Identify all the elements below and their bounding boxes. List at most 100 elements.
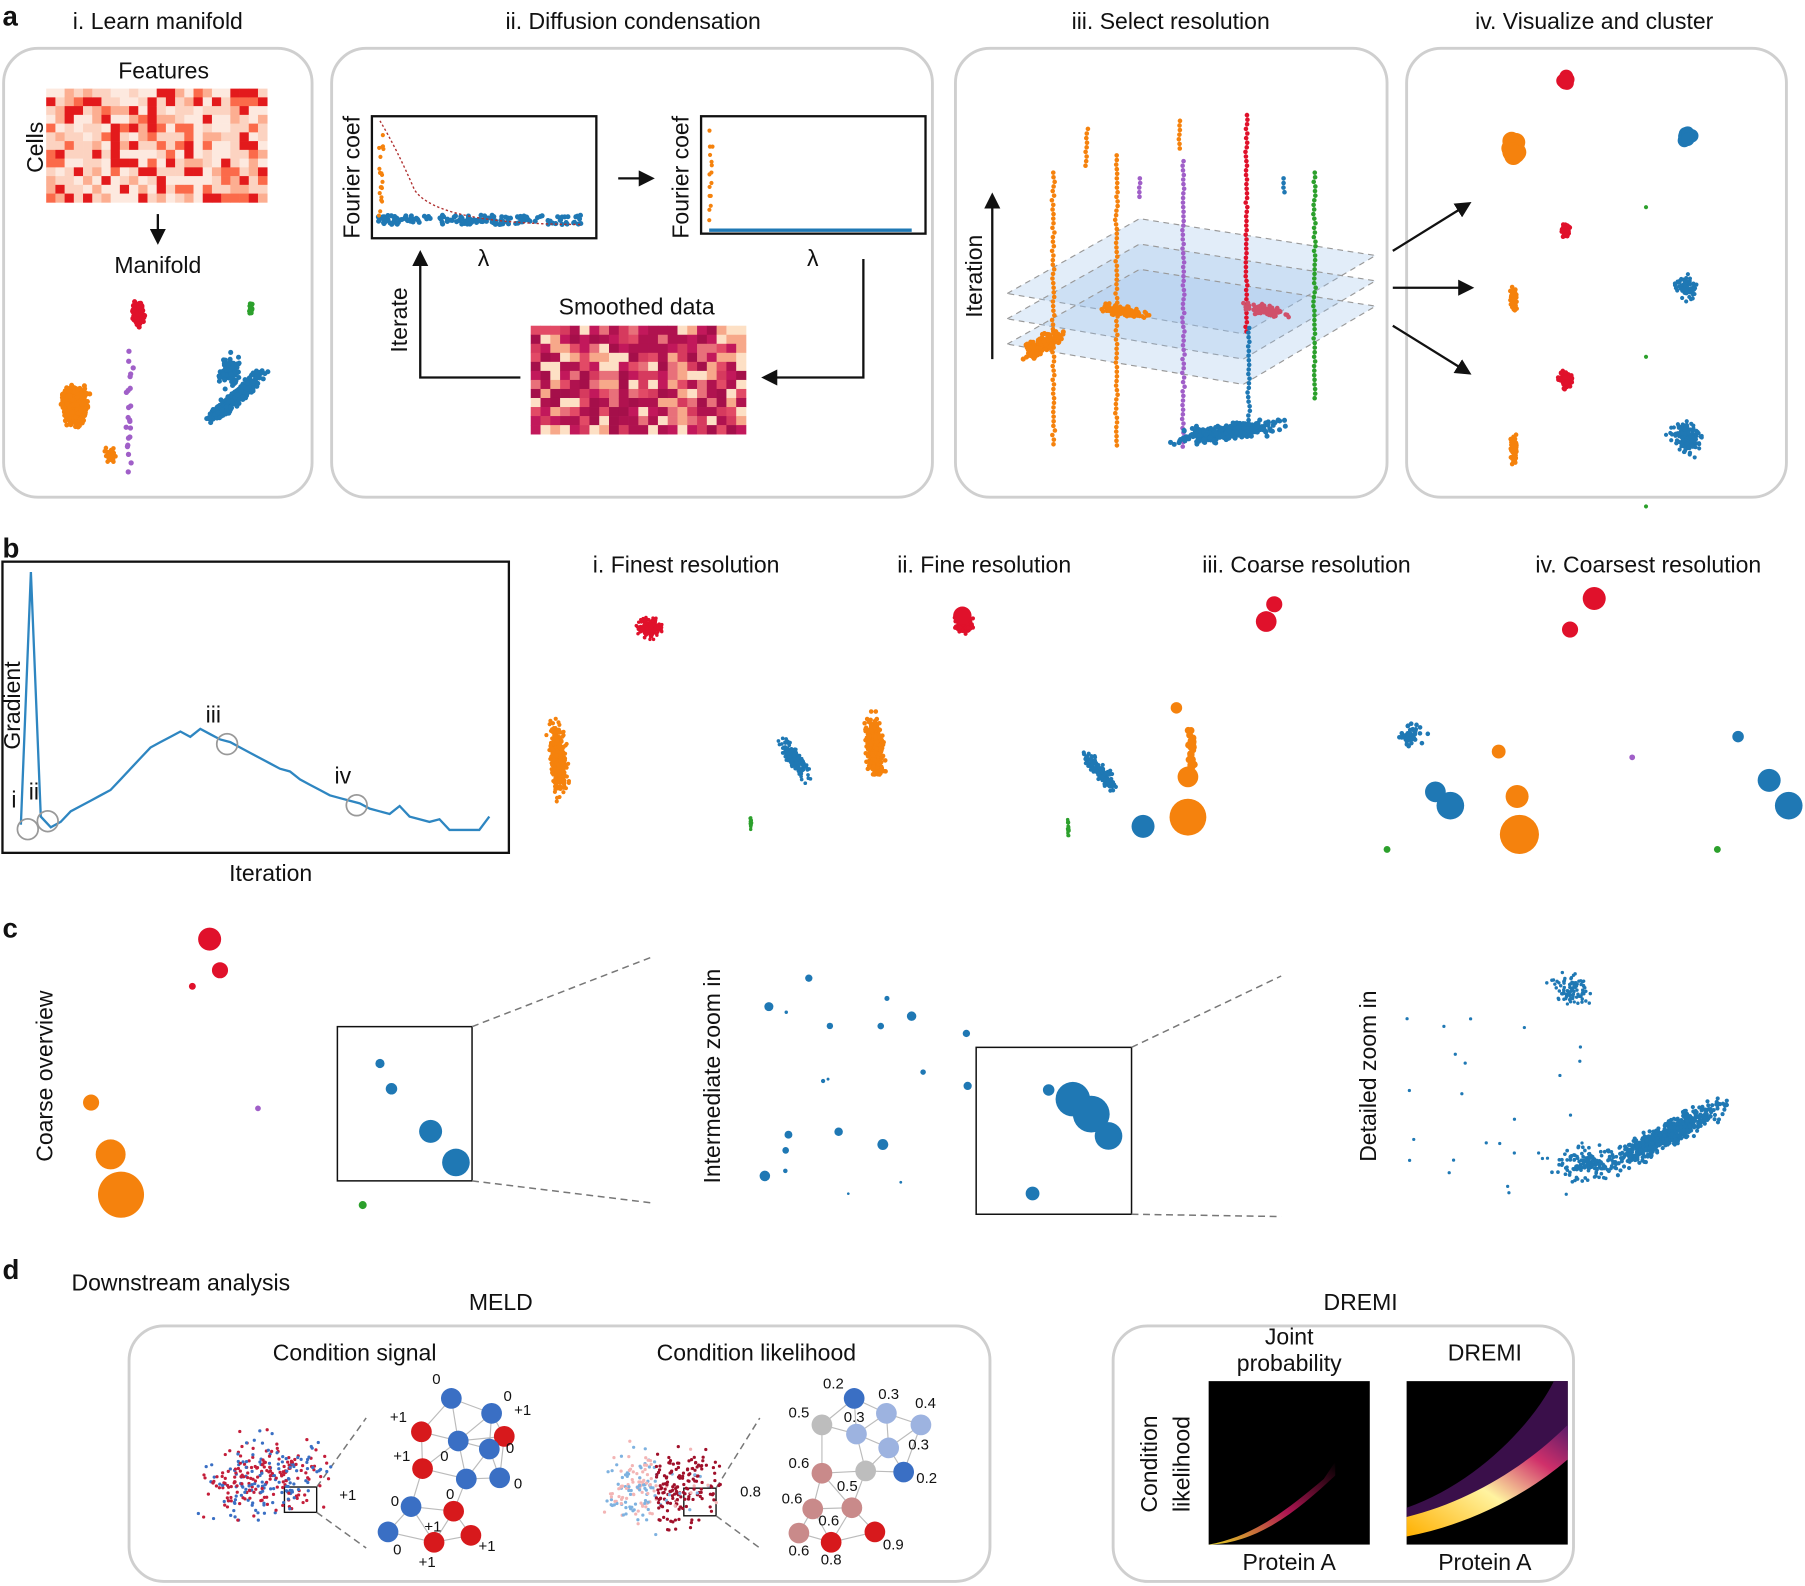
cell-dot [1674, 432, 1679, 437]
heatmap-cell [184, 176, 194, 186]
cell-dot [1562, 375, 1568, 380]
heatmap-cell [736, 425, 747, 435]
heatmap-cell [638, 425, 649, 435]
cell-dot [561, 772, 566, 777]
heatmap-cell [550, 334, 561, 345]
cell-dot [1114, 157, 1120, 163]
heatmap-cell [138, 158, 148, 168]
cell-dot [1051, 308, 1056, 314]
heatmap-cell [202, 176, 213, 186]
cell-dot [123, 389, 130, 396]
cell-dot [1084, 135, 1089, 141]
heatmap-cell [110, 176, 121, 186]
heatmap-cell [726, 334, 737, 345]
cell-dot [1180, 379, 1186, 385]
heatmap-cell [129, 106, 139, 116]
heatmap-cell [716, 361, 727, 372]
cell-dot [1244, 140, 1250, 146]
heatmap-cell [540, 334, 551, 345]
cell-dot [1243, 255, 1249, 261]
cell-dot [228, 349, 234, 355]
cell-dot [1243, 126, 1249, 132]
cell-dot [1311, 299, 1316, 304]
cell-dot [1180, 398, 1186, 403]
heatmap-cell [618, 416, 629, 426]
cell-dot [1675, 288, 1680, 293]
cell-dot [64, 385, 70, 391]
cell-dot [1312, 331, 1318, 337]
heatmap-cell [687, 425, 698, 435]
cell-dot [1245, 390, 1250, 395]
heatmap-cell [230, 97, 240, 107]
cell-dot [1213, 440, 1219, 446]
zoom-line [1131, 975, 1282, 1049]
cell-dot [1050, 257, 1056, 263]
cell-dot [1269, 305, 1275, 311]
heatmap-cell [648, 416, 659, 426]
plot-frame [370, 115, 598, 240]
heatmap-cell [110, 167, 121, 177]
cell-dot [1050, 234, 1056, 240]
cell-dot [1694, 434, 1699, 439]
heatmap-cell [193, 149, 204, 159]
cell-dot [1312, 253, 1318, 258]
cell-dot [1194, 439, 1200, 445]
heatmap-cell [239, 123, 250, 133]
heatmap-cell [211, 167, 222, 177]
cell-dot [379, 172, 385, 178]
heatmap-cell [687, 379, 698, 390]
cell-dot [1096, 777, 1101, 782]
heatmap-cell [628, 416, 639, 426]
heatmap-cell [628, 379, 639, 390]
heatmap-cell [110, 132, 121, 142]
cell-dot [1137, 180, 1143, 186]
cell-dot [1114, 443, 1120, 448]
heatmap-cell [193, 167, 204, 177]
cell-dot [1181, 255, 1186, 261]
cell-dot [564, 774, 569, 779]
heatmap-cell [138, 106, 148, 116]
cell-dot [380, 179, 385, 184]
cell-dot [1694, 282, 1699, 287]
heatmap-cell [138, 184, 148, 194]
heatmap-cell [706, 407, 717, 417]
cell-dot [874, 746, 879, 751]
cell-dot [1245, 283, 1250, 288]
cell-dot [1114, 374, 1120, 379]
heatmap-cell [716, 370, 727, 381]
cell-dot [1513, 432, 1519, 438]
cell-dot [1113, 337, 1119, 342]
cell-dot [957, 625, 963, 630]
heatmap-cell [221, 158, 231, 168]
heatmap-cell [697, 325, 708, 336]
heatmap-cell [628, 361, 639, 372]
cell-dot [1243, 304, 1249, 310]
heatmap-cell [560, 407, 571, 417]
cell-dot [1049, 248, 1055, 254]
heatmap-cell [248, 167, 259, 177]
heatmap-cell [569, 352, 581, 363]
heatmap-cell [221, 176, 231, 186]
heatmap-cell [667, 343, 678, 354]
heatmap-cell [550, 425, 561, 435]
cell-dot [228, 371, 234, 377]
cell-dot [1114, 355, 1119, 361]
heatmap-cell [101, 88, 111, 98]
heatmap-cell [147, 149, 158, 159]
cell-dot [1568, 376, 1574, 381]
cell-dot [1177, 132, 1182, 137]
heatmap-cell [628, 425, 639, 435]
cell-dot [1218, 426, 1224, 432]
heatmap-cell [230, 141, 240, 151]
heatmap-cell [638, 407, 649, 417]
heatmap-cell [46, 167, 56, 177]
cell-dot [709, 180, 714, 186]
cell-dot [1114, 185, 1120, 190]
cell-dot [878, 768, 883, 773]
heatmap-cell [638, 343, 649, 354]
cell-dot [507, 215, 514, 221]
heatmap-cell [64, 158, 75, 168]
heatmap-cell [599, 370, 610, 381]
heatmap-cell [579, 388, 590, 399]
cell-dot [235, 354, 242, 360]
